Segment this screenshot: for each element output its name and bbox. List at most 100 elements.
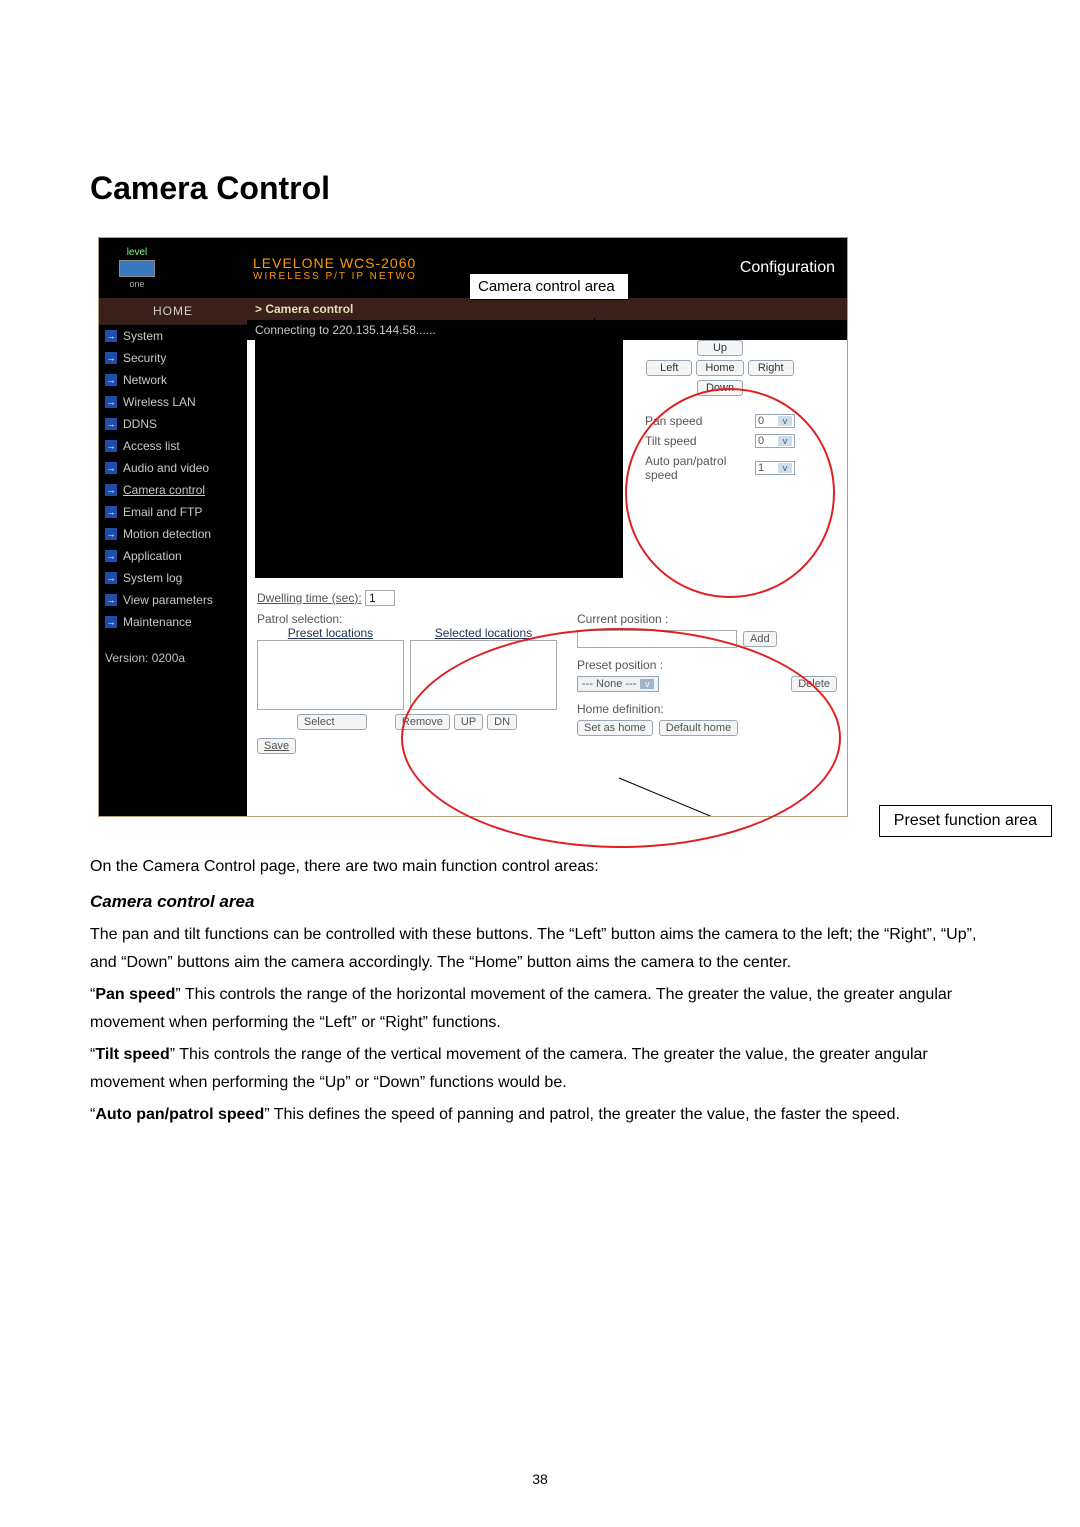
tilt-speed-label: Tilt speed: [645, 434, 697, 448]
up-button[interactable]: Up: [697, 340, 743, 356]
page-title: Camera Control: [90, 170, 990, 207]
chevron-down-icon: v: [778, 436, 792, 446]
preset-listbox[interactable]: [257, 640, 404, 710]
intro-paragraph: On the Camera Control page, there are tw…: [90, 853, 990, 881]
arrow-right-icon: →: [105, 594, 117, 606]
auto-speed-label: Auto pan/patrol speed: [645, 454, 755, 482]
tilt-speed-select[interactable]: 0v: [755, 434, 795, 448]
chevron-down-icon: v: [778, 416, 792, 426]
logo-top: level: [127, 247, 148, 258]
sidebar-item-system[interactable]: → System: [99, 325, 247, 347]
chevron-down-icon: v: [778, 463, 792, 473]
brand-logo: level one: [111, 247, 163, 289]
direction-controls: Up Left Home Right Down Pan speed 0v T: [639, 340, 801, 586]
logo-bottom: one: [129, 279, 144, 289]
pan-speed-select[interactable]: 0v: [755, 414, 795, 428]
configuration-label: Configuration: [740, 259, 835, 277]
move-down-button[interactable]: DN: [487, 714, 517, 730]
sidebar-item-label: System: [123, 329, 163, 343]
sidebar-item-label: Audio and video: [123, 461, 209, 475]
arrow-right-icon: →: [105, 352, 117, 364]
product-title: LEVELONE WCS-2060: [253, 255, 416, 271]
sidebar-item-system-log[interactable]: → System log: [99, 567, 247, 589]
arrow-right-icon: →: [105, 572, 117, 584]
select-button[interactable]: Select: [297, 714, 367, 730]
sidebar-item-label: Motion detection: [123, 527, 211, 541]
arrow-right-icon: →: [105, 528, 117, 540]
save-button[interactable]: Save: [257, 738, 296, 754]
home-definition-label: Home definition:: [577, 702, 837, 716]
sidebar-item-label: Security: [123, 351, 166, 365]
move-up-button[interactable]: UP: [454, 714, 483, 730]
auto-speed-select[interactable]: 1v: [755, 461, 795, 475]
sidebar-item-camera-control[interactable]: → Camera control: [99, 479, 247, 501]
sidebar-item-label: Camera control: [123, 483, 205, 497]
sidebar-item-label: Access list: [123, 439, 180, 453]
arrow-right-icon: →: [105, 550, 117, 562]
default-home-button[interactable]: Default home: [659, 720, 738, 736]
sidebar-item-label: View parameters: [123, 593, 213, 607]
sidebar-item-label: DDNS: [123, 417, 157, 431]
selected-listbox[interactable]: [410, 640, 557, 710]
sidebar-item-ddns[interactable]: → DDNS: [99, 413, 247, 435]
arrow-right-icon: →: [105, 418, 117, 430]
right-button[interactable]: Right: [748, 360, 794, 376]
set-home-button[interactable]: Set as home: [577, 720, 653, 736]
patrol-label: Patrol selection:: [257, 612, 557, 626]
arrow-right-icon: →: [105, 462, 117, 474]
sidebar-item-label: Network: [123, 373, 167, 387]
sidebar-item-label: Maintenance: [123, 615, 192, 629]
breadcrumb: > Camera control: [247, 298, 847, 320]
dwell-label: Dwelling time (sec):: [257, 591, 362, 605]
preset-position-label: Preset position :: [577, 658, 837, 672]
preset-form: Dwelling time (sec): 1 Patrol selection:…: [247, 586, 847, 762]
sidebar-item-security[interactable]: → Security: [99, 347, 247, 369]
status-bar: Connecting to 220.135.144.58......: [247, 320, 847, 340]
sidebar-item-label: System log: [123, 571, 182, 585]
preset-position-select[interactable]: --- None ---v: [577, 676, 659, 692]
pan-speed-label: Pan speed: [645, 414, 702, 428]
version-label: Version: 0200a: [99, 633, 247, 683]
sidebar-item-network[interactable]: → Network: [99, 369, 247, 391]
left-button[interactable]: Left: [646, 360, 692, 376]
sidebar-item-label: Application: [123, 549, 182, 563]
video-preview: [255, 340, 623, 578]
arrow-right-icon: →: [105, 330, 117, 342]
sidebar-item-access-list[interactable]: → Access list: [99, 435, 247, 457]
selected-locations-header: Selected locations: [410, 626, 557, 640]
sidebar: HOME → System → Security → Network → Wireless L…: [99, 298, 247, 816]
sidebar-item-audio-and-video[interactable]: → Audio and video: [99, 457, 247, 479]
home-dir-button[interactable]: Home: [696, 360, 743, 376]
sidebar-item-label: Email and FTP: [123, 505, 202, 519]
paragraph-4: “Auto pan/patrol speed” This defines the…: [90, 1101, 990, 1129]
paragraph-1: The pan and tilt functions can be contro…: [90, 921, 990, 977]
add-button[interactable]: Add: [743, 631, 777, 647]
delete-button[interactable]: Delete: [791, 676, 837, 692]
paragraph-2: “Pan speed” This controls the range of t…: [90, 981, 990, 1037]
remove-button[interactable]: Remove: [395, 714, 450, 730]
sidebar-item-email-and-ftp[interactable]: → Email and FTP: [99, 501, 247, 523]
arrow-right-icon: →: [105, 440, 117, 452]
sidebar-item-label: Wireless LAN: [123, 395, 196, 409]
current-position-label: Current position :: [577, 612, 837, 626]
sidebar-item-wireless-lan[interactable]: → Wireless LAN: [99, 391, 247, 413]
preset-locations-header: Preset locations: [257, 626, 404, 640]
sidebar-item-view-parameters[interactable]: → View parameters: [99, 589, 247, 611]
arrow-right-icon: →: [105, 374, 117, 386]
arrow-right-icon: →: [105, 484, 117, 496]
arrow-right-icon: →: [105, 396, 117, 408]
sidebar-item-motion-detection[interactable]: → Motion detection: [99, 523, 247, 545]
home-button[interactable]: HOME: [99, 298, 247, 325]
callout-preset-function: Preset function area: [879, 805, 1052, 837]
dwell-input[interactable]: 1: [365, 590, 395, 606]
chevron-down-icon: v: [640, 679, 654, 689]
arrow-right-icon: →: [105, 506, 117, 518]
main-panel: > Camera control Connecting to 220.135.1…: [247, 298, 847, 816]
sidebar-item-application[interactable]: → Application: [99, 545, 247, 567]
callout-line: [594, 318, 595, 373]
callout-camera-control: Camera control area: [469, 273, 629, 300]
down-button[interactable]: Down: [697, 380, 743, 396]
sidebar-item-maintenance[interactable]: → Maintenance: [99, 611, 247, 633]
current-position-input[interactable]: [577, 630, 737, 648]
arrow-right-icon: →: [105, 616, 117, 628]
